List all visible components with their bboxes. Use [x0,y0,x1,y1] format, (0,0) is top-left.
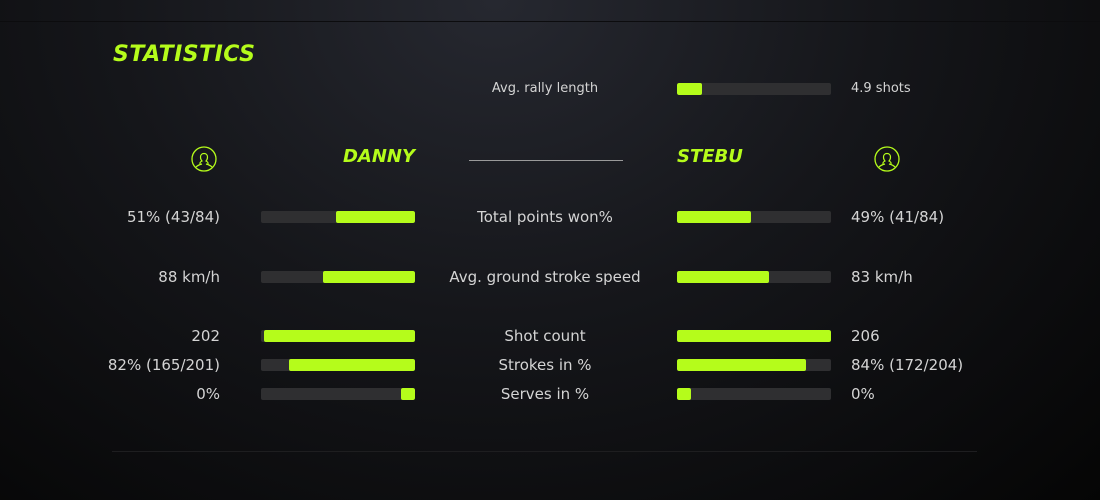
stat-row: 88 km/h Avg. ground stroke speed 83 km/h [0,268,1100,288]
left-value: 82% (165/201) [107,356,220,374]
user-circle-icon [191,146,217,172]
stat-row: 51% (43/84) Total points won% 49% (41/84… [0,208,1100,228]
left-bar [261,211,415,223]
rally-bar-fill [677,83,702,95]
stat-row: 202 Shot count 206 [0,327,1100,347]
bottom-divider [112,451,977,452]
left-bar-fill [322,271,415,283]
right-bar-fill [677,330,831,342]
left-bar-fill [401,388,415,400]
top-divider [0,21,1100,22]
user-circle-icon [874,146,900,172]
right-bar [677,388,831,400]
page-title: STATISTICS [113,42,256,67]
left-bar-fill [264,330,415,342]
right-bar-fill [677,359,807,371]
left-bar [261,359,415,371]
player-left-name: DANNY [342,146,415,167]
right-bar-fill [677,388,691,400]
left-value: 202 [191,327,220,345]
right-bar [677,359,831,371]
left-value: 51% (43/84) [126,208,220,226]
stat-label: Total points won% [477,208,613,226]
right-bar-fill [677,211,751,223]
left-bar [261,330,415,342]
left-bar [261,271,415,283]
stat-row: 82% (165/201) Strokes in % 84% (172/204) [0,356,1100,376]
left-value: 88 km/h [158,268,220,286]
left-bar [261,388,415,400]
rally-label: Avg. rally length [491,81,599,96]
stat-label: Avg. ground stroke speed [449,268,641,286]
left-value: 0% [196,385,220,403]
rally-row: Avg. rally length 4.9 shots [0,80,1100,100]
right-bar [677,271,831,283]
rally-bar [677,83,831,95]
stat-label: Shot count [504,327,586,345]
player-right-name: STEBU [677,146,743,167]
right-value: 0% [851,385,875,403]
right-value: 49% (41/84) [851,208,945,226]
right-value: 83 km/h [851,268,913,286]
right-bar [677,211,831,223]
right-bar [677,330,831,342]
stat-label: Serves in % [500,385,590,403]
rally-value: 4.9 shots [851,81,911,96]
left-bar-fill [336,211,415,223]
right-bar-fill [677,271,770,283]
right-value: 84% (172/204) [851,356,964,374]
right-value: 206 [851,327,880,345]
left-bar-fill [288,359,415,371]
stat-label: Strokes in % [498,356,592,374]
header-divider [469,160,623,161]
stat-row: 0% Serves in % 0% [0,385,1100,405]
